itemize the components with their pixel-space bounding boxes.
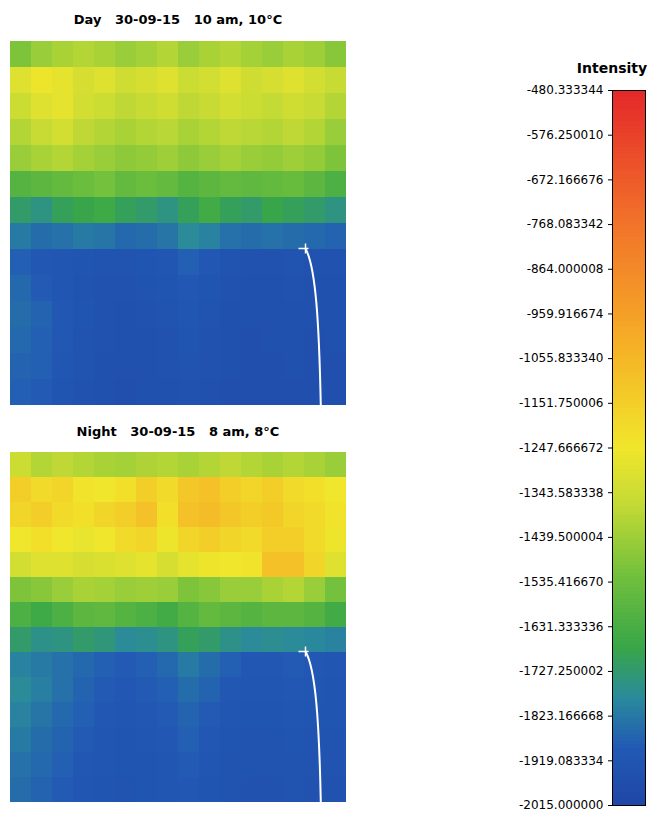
html-text:Intensity: Intensity	[576, 60, 648, 76]
svg-text:-480.333344: -480.333344	[527, 83, 604, 97]
svg-text:-1247.666672: -1247.666672	[519, 441, 604, 455]
svg-text:-1535.416670: -1535.416670	[519, 575, 604, 589]
svg-text:-1055.833340: -1055.833340	[519, 351, 604, 365]
svg-text:-1823.166668: -1823.166668	[519, 709, 604, 723]
svg-text:-576.250010: -576.250010	[527, 128, 604, 142]
svg-text:-1727.250002: -1727.250002	[519, 664, 604, 678]
svg-text:-672.166676: -672.166676	[527, 173, 604, 187]
svg-text:-1343.583338: -1343.583338	[519, 486, 604, 500]
svg-text:-2015.000000: -2015.000000	[519, 798, 604, 812]
svg-text:-768.083342: -768.083342	[527, 217, 604, 231]
svg-text:-1151.750006: -1151.750006	[519, 396, 604, 410]
html-text:Night 30-09-15 8 am, 8°C: Night 30-09-15 8 am, 8°C	[76, 424, 280, 439]
svg-text:-1439.500004: -1439.500004	[519, 530, 604, 544]
html-text:Day 30-09-15 10 am, 10°C: Day 30-09-15 10 am, 10°C	[73, 12, 283, 27]
svg-text:-1631.333336: -1631.333336	[519, 620, 604, 634]
svg-text:-864.000008: -864.000008	[527, 262, 604, 276]
svg-text:-1919.083334: -1919.083334	[519, 754, 604, 768]
svg-text:-959.916674: -959.916674	[527, 307, 604, 321]
